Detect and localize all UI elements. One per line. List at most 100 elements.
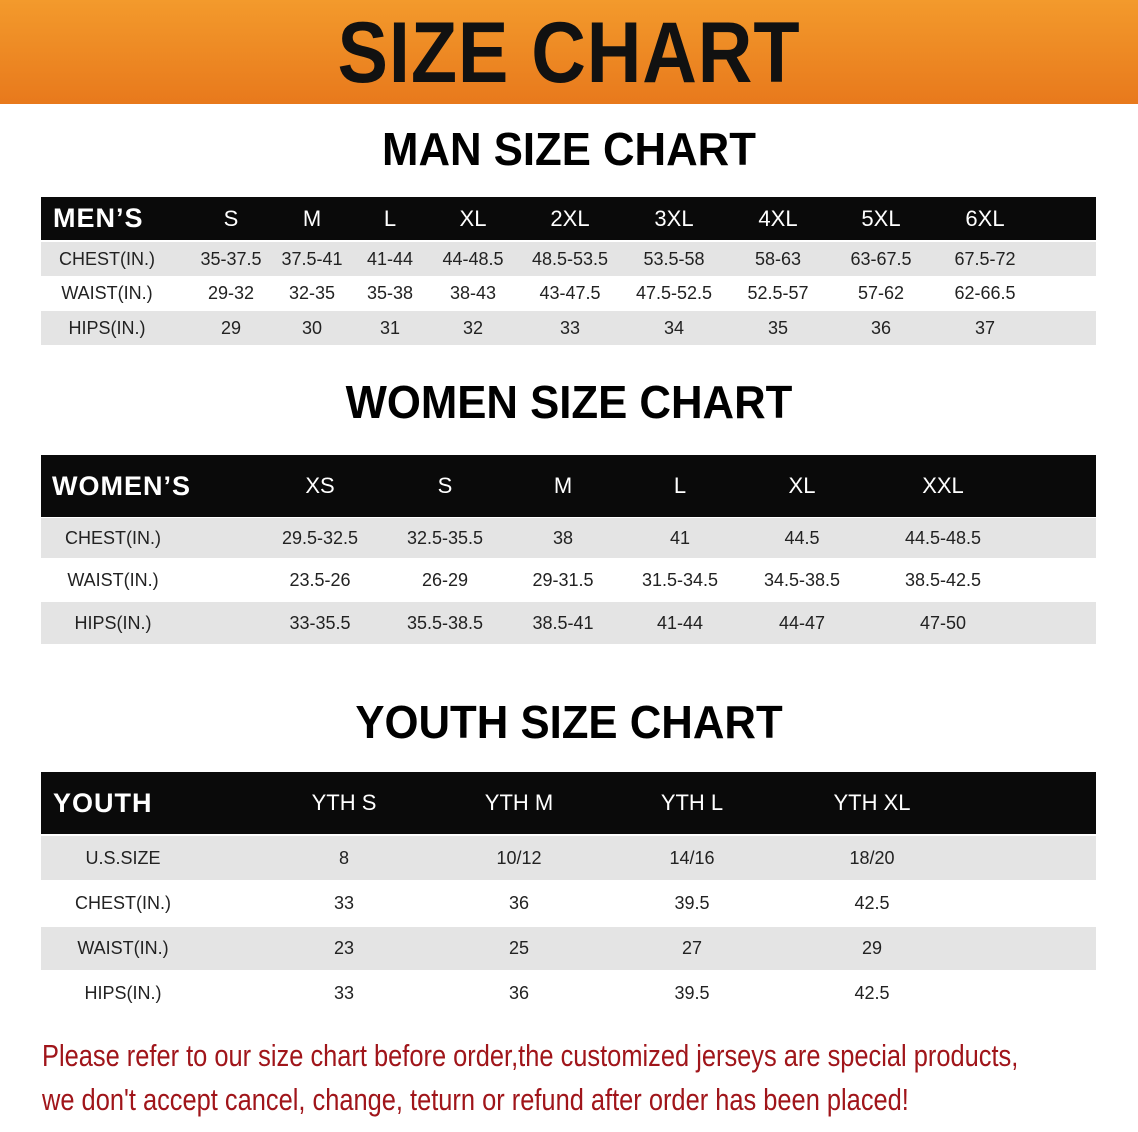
measure-value: 30 [301,317,323,338]
measure-value: 35-38 [366,283,414,303]
notice-line-1: Please refer to our size chart before or… [42,1038,1019,1073]
size-header: XL [788,473,816,498]
measure-value: 36 [870,317,892,338]
size-header: 4XL [758,205,798,231]
measure-value: 39.5 [674,892,710,913]
measure-value: 29 [861,938,883,958]
measure-value: 32-35 [288,283,336,303]
measure-value: 44-47 [778,612,826,633]
measure-value: 43-47.5 [539,283,601,303]
measure-value: 14/16 [669,847,715,868]
notice-line-2: we don't accept cancel, change, teturn o… [42,1082,909,1117]
men-size-table: MEN’S S M L XL 2XL 3XL 4XL 5XL 6XL CHEST(IN.) 35-37… [41,197,1096,345]
measure-label: CHEST(IN.) [59,248,155,269]
measure-value: 41-44 [366,248,414,269]
measure-value: 44-48.5 [442,248,504,269]
measure-value: 41 [669,527,691,548]
measure-value: 29.5-32.5 [281,527,359,548]
table-title: MEN’S [53,203,144,233]
measure-value: 37 [974,317,996,338]
measure-value: 33 [333,983,355,1003]
table-row: CHEST(IN.) 33 36 39.5 42.5 [41,881,1096,925]
measure-value: 36 [508,892,530,913]
size-header: YTH L [660,790,724,815]
measure-label: CHEST(IN.) [65,527,161,548]
measure-value: 35 [767,317,789,338]
table-row: HIPS(IN.) 33-35.5 35.5-38.5 38.5-41 41-44 44-… [41,602,1096,644]
measure-value: 38.5-42.5 [904,569,982,590]
measure-value: 32 [462,317,484,338]
size-header: XS [305,473,335,498]
measure-value: 32.5-35.5 [406,527,484,548]
measure-value: 47.5-52.5 [635,283,713,303]
measure-value: 10/12 [496,847,542,868]
measure-value: 33 [559,317,581,338]
measure-value: 34.5-38.5 [763,569,841,590]
size-header: L [383,205,397,231]
measure-value: 67.5-72 [954,248,1016,269]
measure-value: 44.5-48.5 [904,527,982,548]
measure-value: 31 [379,317,401,338]
size-header: S [437,473,453,498]
measure-value: 18/20 [849,847,895,868]
youth-header-row: YOUTH YTH S YTH M YTH L YTH XL [41,772,1096,834]
size-header: XL [459,205,487,231]
measure-value: 25 [508,938,530,958]
table-row: HIPS(IN.) 29 30 31 32 33 34 35 36 37 [41,311,1096,345]
women-header-row: WOMEN’S XS S M L XL XXL [41,455,1096,517]
women-section-title: WOMEN SIZE CHART [345,376,793,428]
size-header: YTH S [311,790,377,815]
measure-value: 41-44 [656,612,704,633]
measure-value: 42.5 [854,892,890,913]
measure-value: 29-32 [207,283,255,303]
measure-value: 47-50 [919,612,967,633]
measure-value: 42.5 [854,983,890,1003]
measure-value: 38-43 [449,283,497,303]
measure-value: 53.5-58 [643,248,705,269]
measure-value: 37.5-41 [281,248,343,269]
measure-value: 57-62 [857,283,905,303]
measure-value: 38.5-41 [532,612,594,633]
table-row: HIPS(IN.) 33 36 39.5 42.5 [41,972,1096,1015]
measure-label: HIPS(IN.) [74,612,152,633]
size-header: L [673,473,687,498]
size-header: YTH M [484,790,554,815]
measure-label: WAIST(IN.) [61,283,153,303]
measure-label: CHEST(IN.) [75,892,171,913]
size-header: S [223,205,239,231]
youth-size-table: YOUTH YTH S YTH M YTH L YTH XL U.S.SIZE 8 10/12… [41,772,1096,1015]
size-header: M [302,205,322,231]
size-header: 2XL [550,205,590,231]
table-title: WOMEN’S [52,470,191,501]
youth-section-title: YOUTH SIZE CHART [355,696,783,748]
title-banner: SIZE CHART [0,0,1138,104]
measure-value: 39.5 [674,983,710,1003]
measure-value: 33 [333,892,355,913]
measure-value: 8 [338,847,350,868]
measure-label: U.S.SIZE [85,847,161,868]
measure-value: 58-63 [754,248,802,269]
measure-label: HIPS(IN.) [68,317,146,338]
measure-value: 34 [663,317,685,338]
size-header: M [553,473,573,498]
measure-value: 23.5-26 [289,569,351,590]
measure-value: 23 [333,938,355,958]
measure-value: 35-37.5 [200,248,262,269]
measure-label: WAIST(IN.) [67,569,159,590]
size-header: XXL [922,473,964,498]
table-row: WAIST(IN.) 29-32 32-35 35-38 38-43 43-47.5 47.… [41,277,1096,310]
measure-value: 36 [508,983,530,1003]
measure-value: 44.5 [784,527,820,548]
measure-value: 62-66.5 [954,283,1016,303]
measure-value: 26-29 [421,569,469,590]
size-header: 3XL [654,205,694,231]
measure-value: 38 [552,527,574,548]
measure-value: 63-67.5 [850,248,912,269]
measure-label: HIPS(IN.) [84,983,162,1003]
measure-value: 35.5-38.5 [406,612,484,633]
measure-value: 29 [220,317,242,338]
table-row: WAIST(IN.) 23.5-26 26-29 29-31.5 31.5-34.5 34… [41,560,1096,600]
measure-value: 48.5-53.5 [531,248,609,269]
measure-value: 52.5-57 [747,283,809,303]
